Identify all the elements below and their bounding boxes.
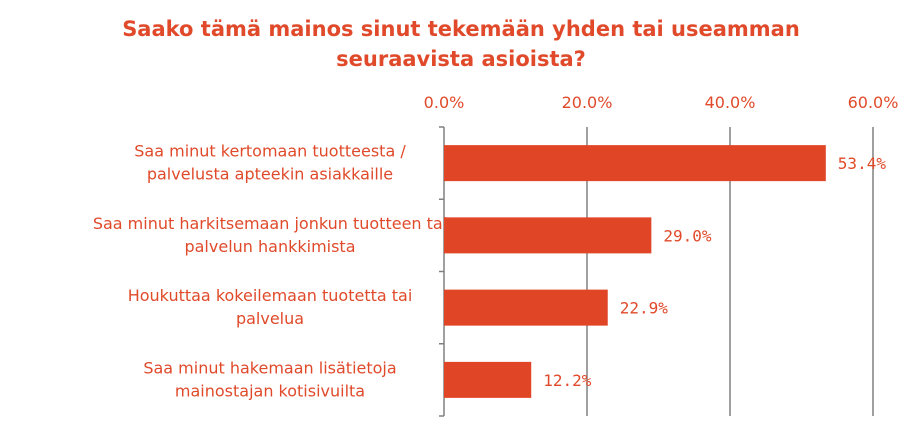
- category-label: Saa minut kertomaan tuotteesta /: [134, 142, 406, 161]
- category-label: palvelun hankkimista: [184, 237, 355, 256]
- x-tick-label: 20.0%: [562, 93, 613, 112]
- category-label: mainostajan kotisivuilta: [175, 381, 365, 400]
- bar: [444, 289, 608, 326]
- category-label: Saa minut hakemaan lisätietoja: [143, 358, 396, 377]
- bar: [444, 145, 826, 182]
- x-tick-label: 0.0%: [424, 93, 465, 112]
- data-label: 22.9%: [620, 299, 669, 318]
- category-label: palvelua: [236, 309, 304, 328]
- category-label: palvelusta apteekin asiakkaille: [147, 165, 393, 184]
- data-label: 53.4%: [838, 154, 887, 173]
- chart-title: Saako tämä mainos sinut tekemään yhden t…: [0, 14, 922, 74]
- data-label: 12.2%: [543, 371, 592, 390]
- chart-title-line-1: Saako tämä mainos sinut tekemään yhden t…: [122, 17, 800, 41]
- category-label: Saa minut harkitsemaan jonkun tuotteen t…: [93, 214, 447, 233]
- data-label: 29.0%: [663, 226, 712, 245]
- bar: [444, 361, 532, 398]
- x-tick-label: 60.0%: [848, 93, 899, 112]
- category-label: Houkuttaa kokeilemaan tuotetta tai: [128, 286, 413, 305]
- chart-title-line-2: seuraavista asioista?: [336, 47, 586, 71]
- bar: [444, 217, 652, 254]
- x-tick-label: 40.0%: [705, 93, 756, 112]
